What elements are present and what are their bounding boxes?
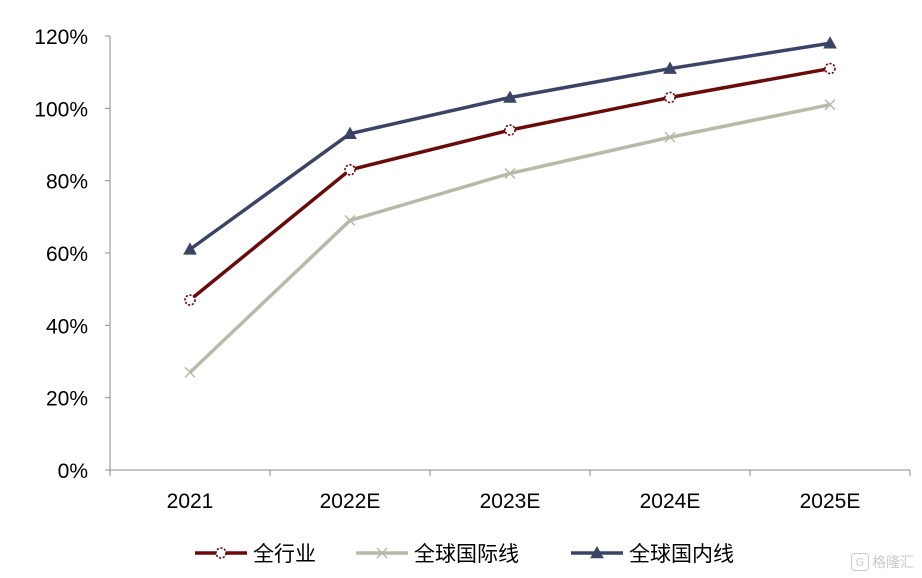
data-point-marker <box>215 547 227 559</box>
data-point-marker <box>376 547 388 559</box>
data-point-marker <box>344 164 356 176</box>
chart-axes <box>105 35 911 476</box>
series-2 <box>184 99 836 378</box>
data-point-marker <box>663 61 677 74</box>
series-1 <box>184 62 836 306</box>
legend-label: 全球国内线 <box>629 542 734 566</box>
data-point-marker <box>504 167 516 179</box>
series-line <box>188 66 831 302</box>
data-point-marker <box>503 90 517 103</box>
legend: 全行业 全球国际线 全球国内线 <box>195 542 734 566</box>
y-tick-label: 60% <box>46 243 88 266</box>
data-point-marker <box>664 91 676 104</box>
watermark: G 格隆汇 <box>851 552 914 572</box>
x-tick-label: 2022E <box>320 490 381 513</box>
x-tick-label: 2023E <box>480 490 541 513</box>
legend-label: 全行业 <box>253 542 316 566</box>
series-layer <box>183 36 837 378</box>
data-point-marker <box>590 545 604 559</box>
y-tick-label: 100% <box>34 98 88 121</box>
x-tick-label: 2025E <box>800 490 861 513</box>
data-point-marker <box>823 36 837 49</box>
data-point-marker <box>343 126 357 139</box>
x-tick-label: 2024E <box>640 490 701 513</box>
series-line <box>188 103 831 374</box>
series-3 <box>183 36 837 255</box>
x-axis-tick-labels: 2021 2022E 2023E 2024E 2025E <box>167 490 861 513</box>
data-point-marker <box>184 366 196 378</box>
data-point-marker <box>184 294 196 306</box>
x-tick-label: 2021 <box>167 490 214 513</box>
data-point-marker <box>183 242 197 255</box>
y-tick-label: 20% <box>46 388 88 411</box>
gelonghui-logo-icon: G <box>851 553 869 571</box>
data-point-marker <box>824 62 836 75</box>
legend-item: 全球国内线 <box>571 542 734 566</box>
series-line <box>188 41 831 251</box>
watermark-text: 格隆汇 <box>872 555 914 571</box>
y-tick-label: 0% <box>58 460 88 483</box>
data-point-marker <box>824 99 836 111</box>
data-point-marker <box>664 131 676 143</box>
y-tick-label: 40% <box>46 315 88 338</box>
legend-item: 全球国际线 <box>356 542 519 566</box>
data-point-marker <box>344 214 356 226</box>
y-tick-label: 80% <box>46 171 88 194</box>
y-axis-tick-labels: 0% 20% 40% 60% 80% 100% 120% <box>34 26 88 483</box>
legend-label: 全球国际线 <box>414 542 519 566</box>
data-point-marker <box>504 124 516 136</box>
legend-item: 全行业 <box>195 542 316 566</box>
y-tick-label: 120% <box>34 26 88 49</box>
